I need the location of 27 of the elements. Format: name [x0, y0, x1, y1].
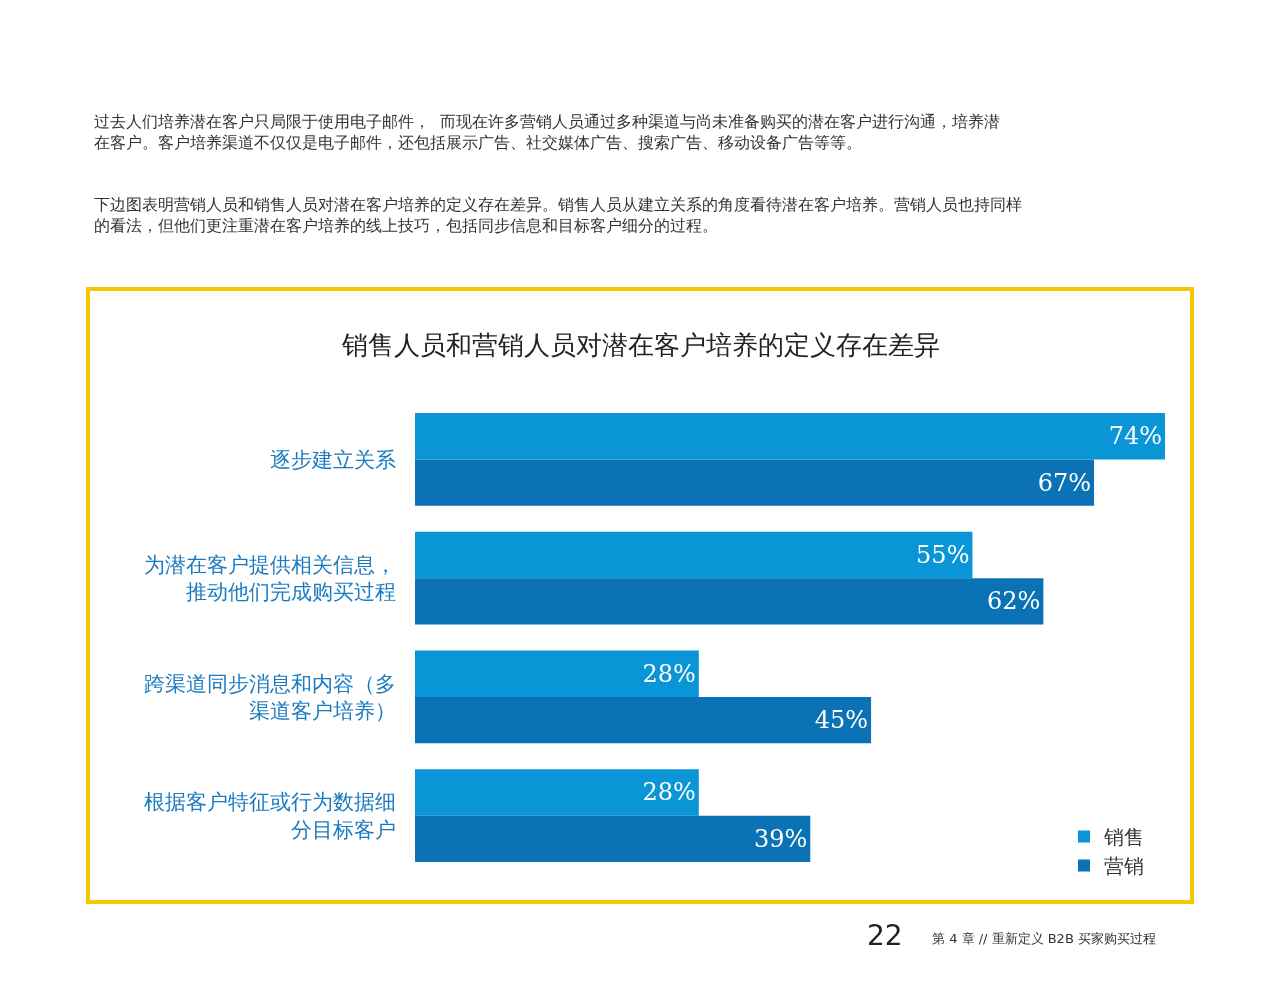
bar — [415, 413, 1165, 460]
bar — [415, 578, 1044, 625]
data-label: 28% — [642, 778, 696, 807]
data-label: 74% — [1108, 422, 1162, 451]
bar — [415, 459, 1095, 506]
data-label: 28% — [642, 659, 696, 688]
text: 过去人们培养潜在客户只局限于使用电子邮件， 而现在许多营销人员通过多种渠道与尚未准备购买的潜在客户进行沟通，培养潜在客户。客户培养渠道不仅仅是电子邮件，还包括展示广告、社交媒体广告、搜索广告、移动设备广告等等。 — [94, 112, 1001, 152]
text: 下边图表明营销人员和销售人员对潜在客户培养的定义存在差异。销售人员从建立关系的角度看待潜在客户培养。营销人员也持同样的看法，但他们更注重潜在客户培养的线上技巧，包括同步信息和目标客户细分的过程。 — [94, 195, 1022, 235]
text: 22 — [867, 919, 903, 952]
y-tick-label: 根据客户特征或行为数据细分目标客户 — [144, 790, 396, 842]
legend-label: 销售 — [1103, 825, 1144, 850]
chart-title: 销售人员和营销人员对潜在客户培养的定义存在差异 — [341, 330, 940, 360]
y-tick-label: 逐步建立关系 — [270, 447, 396, 472]
bar — [415, 650, 699, 697]
bar — [415, 815, 811, 862]
data-label: 39% — [753, 824, 808, 853]
bar — [415, 769, 699, 816]
data-label: 67% — [1037, 468, 1092, 497]
legend-label: 营销 — [1104, 854, 1144, 879]
y-tick-label: 跨渠道同步消息和内容（多渠道客户培养） — [144, 671, 396, 723]
data-label: 45% — [814, 706, 869, 735]
data-label: 55% — [916, 540, 970, 569]
data-label: 62% — [987, 587, 1041, 616]
y-tick-label: 为潜在客户提供相关信息，推动他们完成购买过程 — [144, 552, 396, 605]
text: 第 4 章 // 重新定义 B2B 买家购买过程 — [932, 931, 1156, 946]
bar — [415, 696, 872, 744]
bar — [415, 531, 973, 579]
